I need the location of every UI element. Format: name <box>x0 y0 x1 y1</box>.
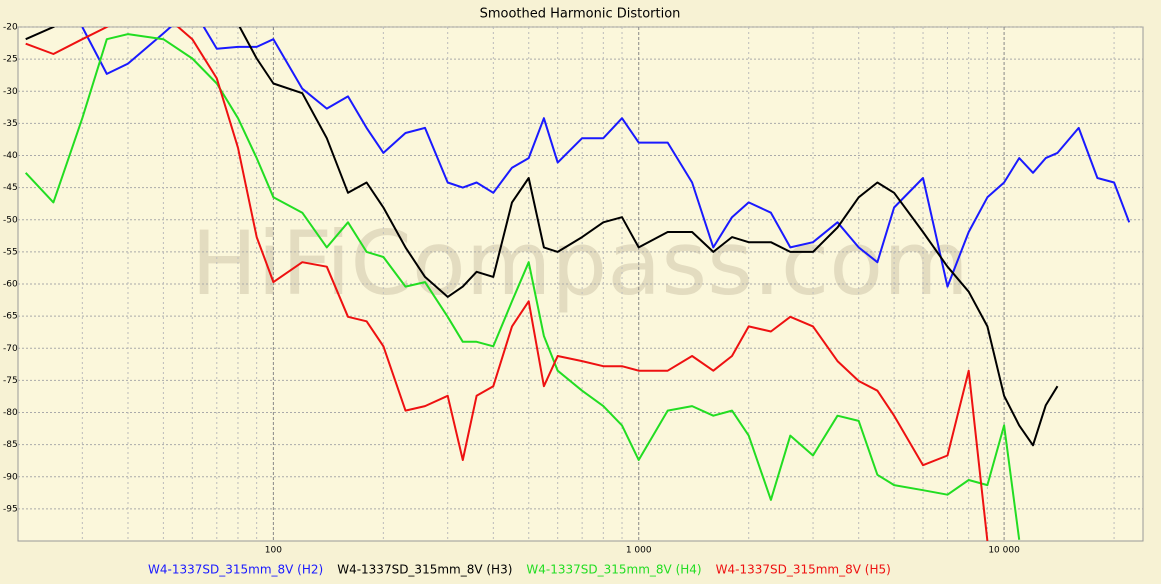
y-tick-label: -75 <box>3 376 18 386</box>
watermark: HiFiCompass.com <box>191 212 969 315</box>
chart-title: Smoothed Harmonic Distortion <box>480 7 681 22</box>
series-line <box>25 27 1059 447</box>
series-line <box>24 33 1021 540</box>
series-line <box>25 27 989 541</box>
y-tick-label: -60 <box>3 280 18 290</box>
y-tick-label: -40 <box>3 151 18 161</box>
legend-entry: W4-1337SD_315mm_8V (H2) <box>148 563 323 577</box>
y-tick-label: -95 <box>3 504 18 514</box>
y-tick-label: -70 <box>3 344 18 354</box>
y-tick-label: -55 <box>3 247 18 257</box>
legend-entry: W4-1337SD_315mm_8V (H5) <box>716 563 891 577</box>
series-line <box>81 27 1131 288</box>
x-tick-label: 10 000 <box>988 546 1020 556</box>
y-tick-label: -80 <box>3 408 18 418</box>
y-tick-label: -65 <box>3 312 18 322</box>
y-tick-label: -85 <box>3 440 18 450</box>
y-tick-label: -30 <box>3 87 18 97</box>
y-tick-label: -20 <box>3 23 18 33</box>
y-tick-label: -45 <box>3 183 18 193</box>
x-tick-label: 100 <box>265 546 282 556</box>
y-tick-label: -50 <box>3 215 18 225</box>
y-tick-label: -35 <box>3 119 18 129</box>
x-tick-label: 1 000 <box>626 546 652 556</box>
legend-entry: W4-1337SD_315mm_8V (H3) <box>337 563 512 577</box>
legend-entry: W4-1337SD_315mm_8V (H4) <box>526 563 701 577</box>
y-tick-label: -25 <box>3 55 18 65</box>
y-tick-label: -90 <box>3 472 18 482</box>
